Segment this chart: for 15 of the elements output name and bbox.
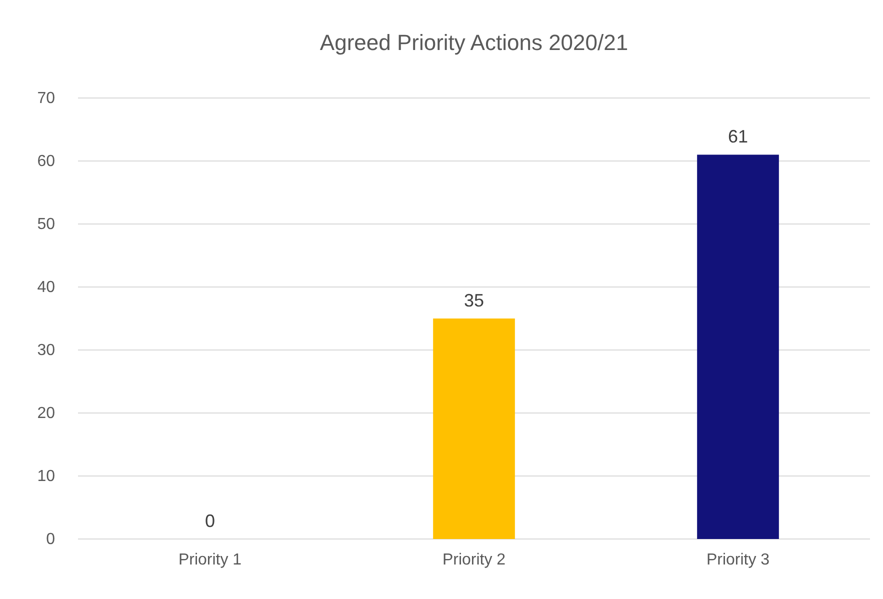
- x-tick-label: Priority 3: [706, 551, 770, 568]
- y-tick-label: 60: [37, 153, 56, 170]
- x-tick-label: Priority 1: [178, 551, 242, 568]
- data-label: 61: [728, 126, 748, 147]
- y-tick-label: 10: [37, 468, 56, 486]
- chart-title: Agreed Priority Actions 2020/21: [320, 30, 628, 55]
- data-label: 0: [204, 511, 216, 531]
- y-tick-label: 50: [37, 216, 56, 234]
- y-tick-label: 70: [37, 90, 56, 108]
- x-tick-label: Priority 2: [442, 551, 506, 568]
- y-tick-label: 0: [46, 531, 56, 548]
- y-tick-label: 40: [37, 279, 56, 296]
- data-label: 35: [464, 290, 484, 310]
- y-tick-label: 30: [37, 342, 56, 360]
- y-tick-label: 20: [37, 405, 56, 422]
